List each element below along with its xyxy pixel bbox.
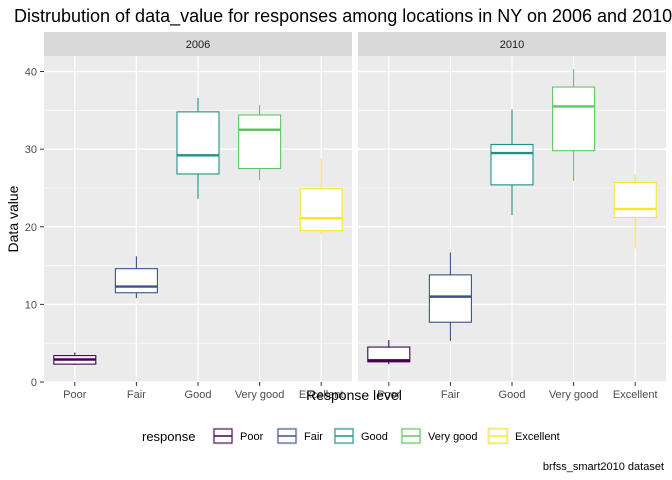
legend-item-very-good: Very good (400, 427, 478, 445)
x-tick-label: Good (499, 389, 526, 401)
facet-strip-label: 2006 (186, 39, 210, 51)
box-body (367, 346, 411, 363)
box-body (176, 111, 220, 175)
facet-panel: 2006 Poor Fair Good Very good Excellent (44, 32, 352, 401)
box-excellent (299, 158, 343, 235)
legend-item-good: Good (333, 427, 388, 445)
facet-strip (44, 32, 352, 56)
box-body (299, 188, 343, 232)
box-poor (367, 340, 411, 365)
box-poor (53, 352, 97, 365)
legend-item-excellent: Excellent (487, 427, 560, 445)
y-axis: 0 10 20 30 40 (25, 67, 44, 389)
x-tick-label: Poor (377, 389, 401, 401)
box-very-good (552, 69, 596, 181)
legend-item-fair: Fair (276, 427, 323, 445)
box-fair (428, 252, 472, 341)
legend: response Poor Fair Good Very good Excellent (142, 427, 560, 445)
x-tick-label: Fair (127, 389, 146, 401)
x-tick-label: Poor (63, 389, 87, 401)
chart-caption: brfss_smart2010 dataset (543, 461, 664, 473)
y-tick-label: 0 (31, 377, 37, 389)
x-tick-label: Very good (549, 389, 599, 401)
legend-label: Fair (304, 431, 323, 443)
box-body (490, 143, 534, 186)
box-fair (114, 256, 158, 299)
facet-panel: 2010 Poor Fair Good Very good Excellent (358, 32, 666, 401)
x-tick-label: Excellent (613, 389, 658, 401)
box-body (114, 268, 158, 294)
box-body (428, 274, 472, 323)
facet-strip-label: 2010 (500, 39, 524, 51)
y-axis-label: Data value (5, 185, 21, 252)
y-tick-label: 40 (25, 67, 37, 79)
x-tick-label: Excellent (299, 389, 344, 401)
box-excellent (613, 173, 657, 249)
legend-label: Poor (240, 431, 264, 443)
y-tick-label: 30 (25, 144, 37, 156)
x-tick-label: Very good (235, 389, 285, 401)
box-very-good (238, 104, 282, 181)
y-tick-label: 20 (25, 222, 37, 234)
legend-label: Good (361, 431, 388, 443)
box-good (490, 109, 534, 216)
x-tick-label: Fair (441, 389, 460, 401)
box-body (552, 86, 596, 152)
chart-title: Distrubution of data_value for responses… (14, 6, 672, 27)
x-axis-label: Response level (306, 387, 402, 403)
box-good (176, 97, 220, 199)
legend-label: Very good (428, 431, 478, 443)
legend-label: Excellent (515, 431, 560, 443)
facet-strip (358, 32, 666, 56)
legend-item-poor: Poor (212, 427, 264, 445)
box-body (613, 181, 657, 218)
x-tick-label: Good (185, 389, 212, 401)
box-body (238, 114, 282, 170)
y-tick-label: 10 (25, 299, 37, 311)
legend-title: response (142, 429, 195, 444)
